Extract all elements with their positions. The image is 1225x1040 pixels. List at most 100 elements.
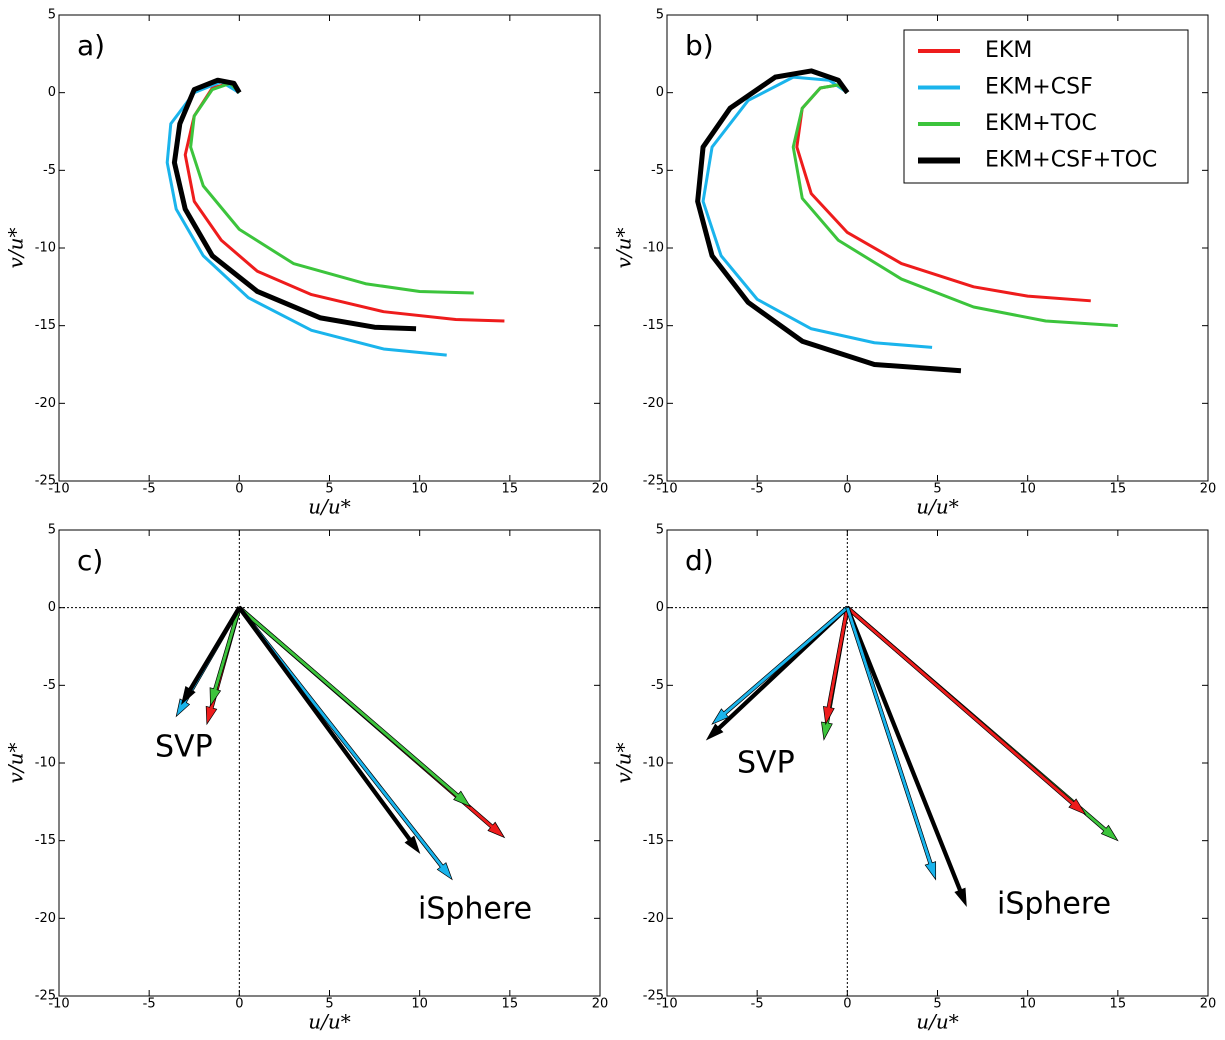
plot-frame — [666, 14, 1209, 482]
y-tick-label: -10 — [643, 241, 664, 256]
panel-title: d) — [685, 544, 714, 577]
y-tick-label: -10 — [35, 241, 56, 256]
panel-title: c) — [77, 544, 103, 577]
y-axis-label: v/u* — [612, 228, 636, 269]
annotation: SVP — [155, 730, 213, 765]
series-line — [171, 77, 417, 332]
x-tick-label: 5 — [933, 997, 941, 1012]
arrow — [237, 606, 421, 855]
y-tick-label: -5 — [651, 163, 664, 178]
series-line — [165, 80, 447, 357]
legend-label: EKM+TOC — [985, 111, 1097, 136]
y-tick-label: -25 — [643, 989, 664, 1004]
x-tick-label: 0 — [235, 482, 243, 497]
y-tick-label: -20 — [643, 396, 664, 411]
x-axis-label: u/u* — [916, 1010, 959, 1034]
annotation: SVP — [737, 746, 795, 781]
y-tick-label: -25 — [35, 989, 56, 1004]
series-line — [701, 75, 933, 349]
arrow — [237, 605, 472, 808]
x-tick-label: 10 — [1019, 482, 1036, 497]
y-tick-label: -15 — [35, 318, 56, 333]
y-tick-label: -20 — [643, 911, 664, 926]
y-tick-label: 5 — [656, 523, 664, 538]
x-tick-label: 5 — [325, 997, 333, 1012]
y-tick-label: 0 — [656, 85, 664, 100]
x-tick-label: -10 — [48, 482, 69, 497]
arrow — [181, 606, 242, 705]
x-tick-label: 0 — [843, 997, 851, 1012]
panel: -10 -5 0 5 10 15 20-25-20-15-10-505u/u*v/u*c)S… — [4, 523, 609, 1034]
x-tick-label: 5 — [325, 482, 333, 497]
y-tick-label: 0 — [48, 85, 56, 100]
arrow — [711, 605, 850, 725]
y-axis-label: v/u* — [4, 743, 28, 784]
x-tick-label: -10 — [48, 997, 69, 1012]
plot-frame — [58, 14, 601, 482]
series-line — [695, 68, 962, 374]
arrow — [845, 606, 937, 881]
y-tick-label: -25 — [643, 474, 664, 489]
x-tick-label: 0 — [843, 482, 851, 497]
arrow — [209, 606, 242, 707]
x-tick-label: 20 — [1200, 482, 1217, 497]
arrow — [845, 606, 967, 907]
y-tick-label: -5 — [43, 678, 56, 693]
x-tick-label: 15 — [1110, 997, 1127, 1012]
x-tick-label: 0 — [235, 997, 243, 1012]
x-tick-label: 20 — [1200, 997, 1217, 1012]
arrow — [822, 606, 850, 726]
x-axis-label: u/u* — [308, 495, 351, 519]
x-tick-label: -5 — [751, 997, 764, 1012]
y-tick-label: 0 — [48, 600, 56, 615]
legend-label: EKM — [985, 38, 1032, 63]
y-tick-label: -15 — [643, 318, 664, 333]
x-tick-label: -5 — [143, 482, 156, 497]
x-tick-label: 20 — [592, 482, 609, 497]
y-tick-label: 5 — [48, 8, 56, 23]
y-tick-label: -20 — [35, 911, 56, 926]
plot-frame — [58, 529, 601, 997]
y-tick-label: -5 — [43, 163, 56, 178]
x-tick-label: 20 — [592, 997, 609, 1012]
annotation: iSphere — [418, 892, 532, 927]
y-tick-label: -20 — [35, 396, 56, 411]
y-tick-label: 0 — [656, 600, 664, 615]
x-tick-label: -10 — [656, 997, 677, 1012]
annotation: iSphere — [997, 887, 1111, 922]
legend-label: EKM+CSF+TOC — [985, 148, 1157, 173]
y-tick-label: -5 — [651, 678, 664, 693]
x-tick-label: 10 — [411, 482, 428, 497]
y-tick-label: 5 — [48, 523, 56, 538]
x-tick-label: 10 — [1019, 997, 1036, 1012]
y-axis-label: v/u* — [4, 228, 28, 269]
x-tick-label: -5 — [751, 482, 764, 497]
x-axis-label: u/u* — [916, 495, 959, 519]
panel: -10 -5 0 5 10 15 20-25-20-15-10-505u/u*v/u*d)S… — [612, 523, 1217, 1034]
y-tick-label: 5 — [656, 8, 664, 23]
series-line — [189, 81, 474, 295]
arrow — [845, 605, 1087, 816]
legend-label: EKM+CSF — [985, 75, 1093, 100]
x-tick-label: -5 — [143, 997, 156, 1012]
y-tick-label: -15 — [35, 833, 56, 848]
arrow — [237, 606, 453, 881]
y-tick-label: -15 — [643, 833, 664, 848]
x-tick-label: 15 — [502, 482, 519, 497]
x-tick-label: 10 — [411, 997, 428, 1012]
x-tick-label: 5 — [933, 482, 941, 497]
x-tick-label: 15 — [1110, 482, 1127, 497]
x-tick-label: 15 — [502, 997, 519, 1012]
panel-title: a) — [77, 29, 105, 62]
panel-title: b) — [685, 29, 714, 62]
y-tick-label: -10 — [643, 756, 664, 771]
y-axis-label: v/u* — [612, 743, 636, 784]
plot-frame — [666, 529, 1209, 997]
y-tick-label: -10 — [35, 756, 56, 771]
series-line — [791, 83, 1118, 328]
x-axis-label: u/u* — [308, 1010, 351, 1034]
x-tick-label: -10 — [656, 482, 677, 497]
